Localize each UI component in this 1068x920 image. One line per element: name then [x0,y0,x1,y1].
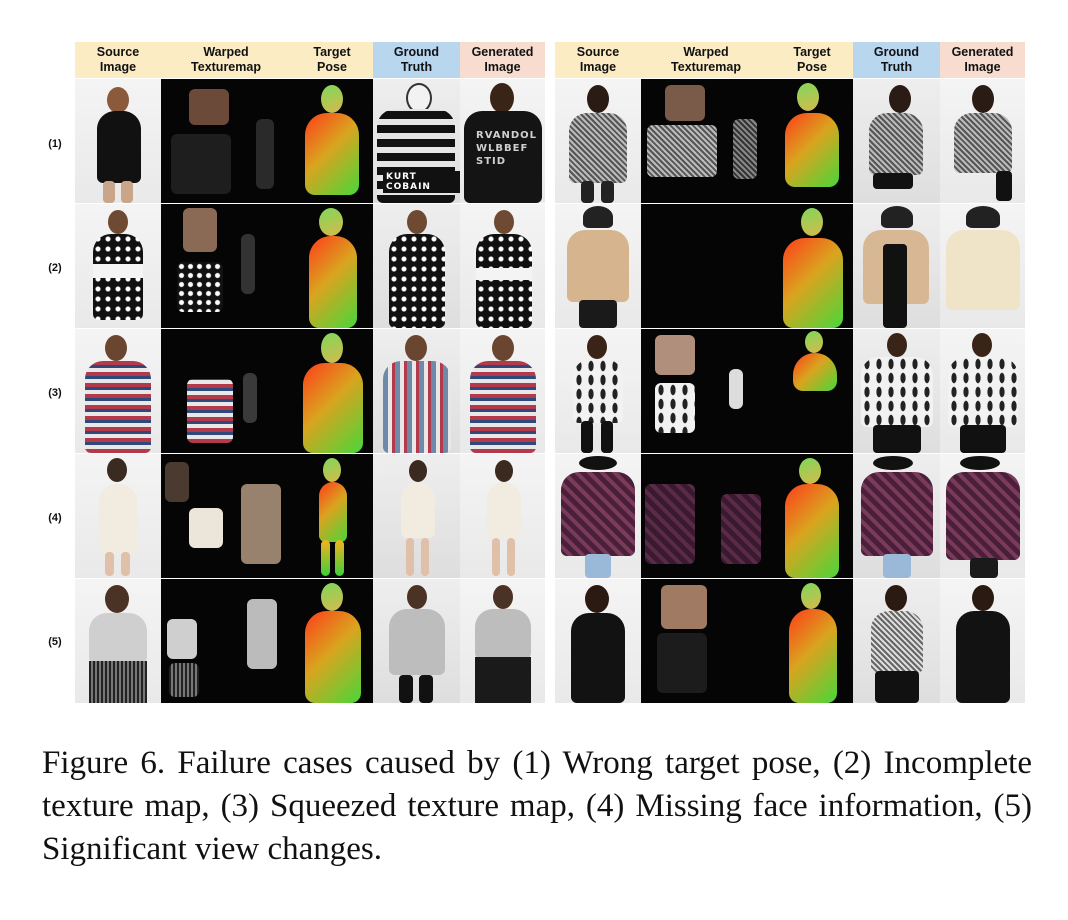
row-label-5: (5) [48,636,62,648]
row-label-4: (4) [48,512,62,524]
left-row-4 [75,454,545,578]
warped-texturemap [641,454,771,578]
row-label-3: (3) [48,387,62,399]
generated-image [460,329,545,453]
ground-truth: KURT COBAIN [373,79,460,203]
source-image [75,79,161,203]
left-row-1: KURT COBAIN RVANDOL WLBBEF STID [75,79,545,203]
header-ground-truth: Ground Truth [373,42,460,78]
source-image [555,204,641,328]
generated-image [460,204,545,328]
source-image [555,329,641,453]
warped-texturemap [641,204,771,328]
ground-truth [373,329,460,453]
ground-truth [853,204,940,328]
warped-texturemap [641,329,771,453]
shirt-text: KURT COBAIN [383,171,460,193]
warped-texturemap [161,579,291,703]
generated-image: RVANDOL WLBBEF STID [460,79,545,203]
left-row-2 [75,204,545,328]
right-row-1 [555,79,1025,203]
target-pose [291,79,373,203]
generated-image [940,454,1025,578]
warped-texturemap [641,79,771,203]
target-pose [771,454,853,578]
warped-texturemap [161,204,291,328]
generated-image [940,79,1025,203]
generated-image [460,579,545,703]
generated-image [940,329,1025,453]
figure-caption: Figure 6. Failure cases caused by (1) Wr… [42,745,1032,867]
row-label-2: (2) [48,262,62,274]
right-panel: Source Image Warped Texturemap Target Po… [555,42,1025,703]
header-generated-image: Generated Image [460,42,545,78]
warped-texturemap [641,579,771,703]
target-pose [291,329,373,453]
right-row-3 [555,329,1025,453]
ground-truth [853,79,940,203]
ground-truth [853,454,940,578]
right-row-2 [555,204,1025,328]
header-target-pose: Target Pose [291,42,373,78]
source-image [75,579,161,703]
left-row-3 [75,329,545,453]
target-pose [291,204,373,328]
ground-truth [373,204,460,328]
left-row-5 [75,579,545,703]
target-pose [291,454,373,578]
generated-shirt-text: RVANDOL WLBBEF STID [476,130,538,167]
target-pose [291,579,373,703]
warped-texturemap [161,454,291,578]
header-warped-texturemap: Warped Texturemap [161,42,291,78]
ground-truth [853,579,940,703]
header-generated-image: Generated Image [940,42,1025,78]
left-header-row: Source Image Warped Texturemap Target Po… [75,42,545,78]
generated-image [940,204,1025,328]
warped-texturemap [161,79,291,203]
header-target-pose: Target Pose [771,42,853,78]
source-image [75,204,161,328]
target-pose [771,79,853,203]
right-row-5 [555,579,1025,703]
header-warped-texturemap: Warped Texturemap [641,42,771,78]
left-panel: Source Image Warped Texturemap Target Po… [75,42,545,703]
target-pose [771,204,853,328]
source-image [555,579,641,703]
header-source-image: Source Image [75,42,161,78]
ground-truth [373,454,460,578]
ground-truth [373,579,460,703]
source-image [75,329,161,453]
row-label-1: (1) [48,138,62,150]
ground-truth [853,329,940,453]
target-pose [771,329,853,453]
right-header-row: Source Image Warped Texturemap Target Po… [555,42,1025,78]
source-image [555,79,641,203]
source-image [75,454,161,578]
generated-image [460,454,545,578]
generated-image [940,579,1025,703]
header-source-image: Source Image [555,42,641,78]
target-pose [771,579,853,703]
header-ground-truth: Ground Truth [853,42,940,78]
warped-texturemap [161,329,291,453]
right-row-4 [555,454,1025,578]
source-image [555,454,641,578]
